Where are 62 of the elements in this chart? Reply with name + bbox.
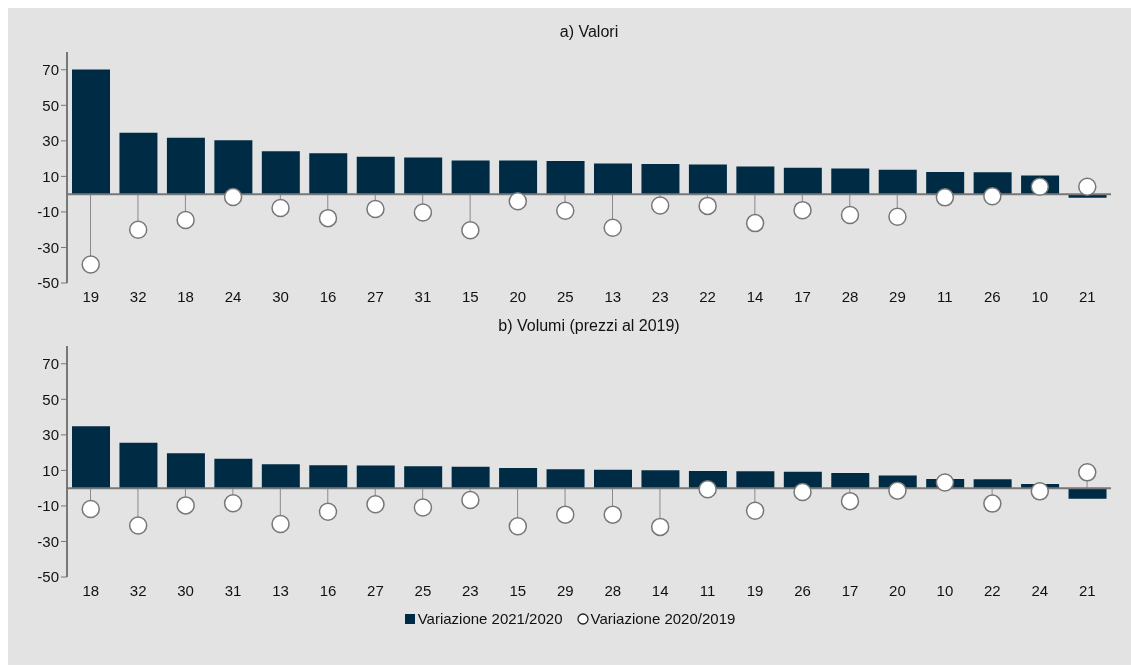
x-tick-label: 15 xyxy=(509,581,527,599)
legend-label: Variazione 2021/2020 xyxy=(417,610,563,627)
x-tick-label: 17 xyxy=(841,581,859,599)
x-tick-label: 27 xyxy=(367,287,384,305)
x-tick-label: 29 xyxy=(556,581,574,599)
x-tick-label: 17 xyxy=(794,287,811,305)
x-tick-label: 22 xyxy=(699,287,716,305)
y-tick-label: -50 xyxy=(37,568,59,586)
x-tick-label: 14 xyxy=(746,287,764,305)
y-tick-label: 30 xyxy=(42,132,59,150)
x-tick-label: 19 xyxy=(82,287,100,305)
x-tick-label: 28 xyxy=(604,581,622,599)
y-tick-label: -50 xyxy=(37,274,59,292)
x-tick-label: 23 xyxy=(651,287,669,305)
x-tick-label: 13 xyxy=(272,581,289,599)
x-tick-label: 24 xyxy=(224,287,242,305)
x-tick-label: 32 xyxy=(129,287,147,305)
x-tick-label: 20 xyxy=(889,581,906,599)
x-tick-label: 13 xyxy=(604,287,622,305)
x-tick-label: 10 xyxy=(936,581,954,599)
x-tick-label: 11 xyxy=(699,581,716,599)
x-tick-label: 25 xyxy=(414,581,432,599)
x-tick-label: 15 xyxy=(462,287,479,305)
x-tick-label: 18 xyxy=(177,287,194,305)
y-tick-label: 10 xyxy=(42,461,59,479)
x-tick-label: 30 xyxy=(272,287,289,305)
y-tick-label: 10 xyxy=(42,167,59,185)
x-tick-label: 31 xyxy=(224,581,242,599)
x-tick-label: 22 xyxy=(984,581,1001,599)
x-tick-label: 18 xyxy=(82,581,100,599)
x-tick-label: 25 xyxy=(556,287,574,305)
x-tick-label: 16 xyxy=(319,287,337,305)
x-tick-label: 26 xyxy=(984,287,1001,305)
x-tick-label: 27 xyxy=(367,581,384,599)
y-tick-label: -10 xyxy=(37,497,59,515)
x-tick-label: 19 xyxy=(746,581,764,599)
x-tick-label: 24 xyxy=(1031,581,1049,599)
y-tick-label: -30 xyxy=(37,238,59,256)
x-tick-label: 14 xyxy=(651,581,669,599)
x-tick-label: 20 xyxy=(509,287,527,305)
x-tick-label: 16 xyxy=(319,581,337,599)
x-tick-label: 11 xyxy=(937,287,953,305)
y-tick-label: 70 xyxy=(42,355,59,373)
x-tick-label: 31 xyxy=(414,287,432,305)
chart-title: b) Volumi (prezzi al 2019) xyxy=(497,316,681,336)
y-tick-label: -30 xyxy=(37,532,59,550)
x-tick-label: 23 xyxy=(462,581,479,599)
legend-label: Variazione 2020/2019 xyxy=(590,610,736,627)
y-tick-label: -10 xyxy=(37,203,59,221)
x-tick-label: 26 xyxy=(794,581,811,599)
y-tick-label: 70 xyxy=(42,61,59,79)
x-tick-label: 29 xyxy=(889,287,906,305)
x-tick-label: 21 xyxy=(1078,287,1096,305)
x-tick-label: 21 xyxy=(1078,581,1096,599)
x-tick-label: 28 xyxy=(841,287,859,305)
y-tick-label: 30 xyxy=(42,426,59,444)
x-tick-label: 10 xyxy=(1031,287,1049,305)
y-tick-label: 50 xyxy=(42,96,59,114)
y-tick-label: 50 xyxy=(42,390,59,408)
x-tick-label: 30 xyxy=(177,581,194,599)
x-tick-label: 32 xyxy=(129,581,147,599)
chart-title: a) Valori xyxy=(558,22,620,42)
